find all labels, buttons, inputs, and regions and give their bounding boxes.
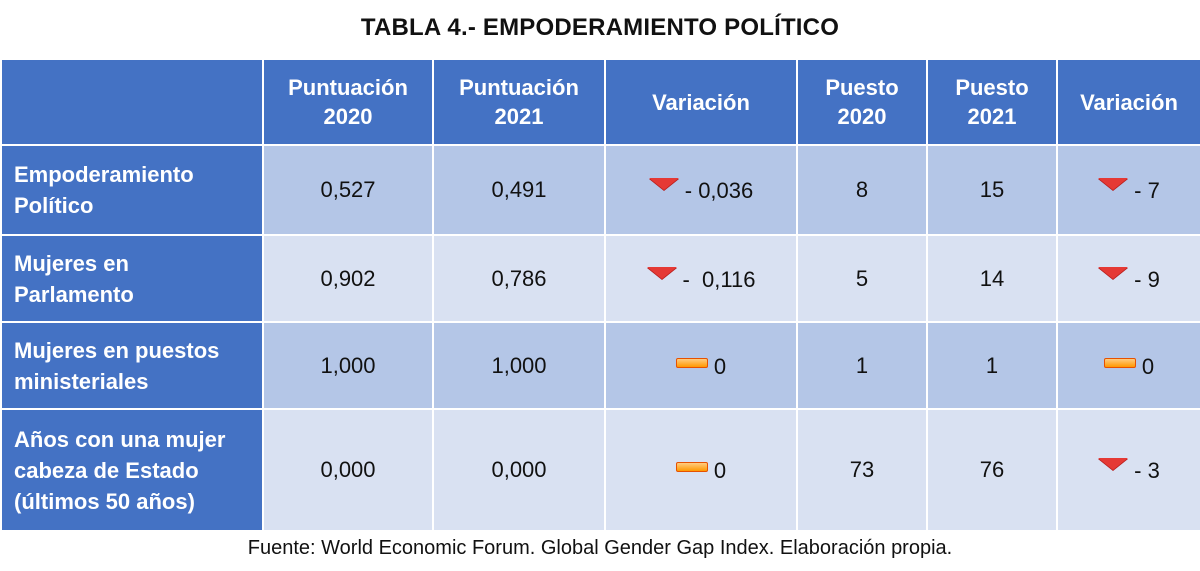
- down-triangle-icon: [1098, 458, 1129, 470]
- score-variation: - 0,116: [604, 234, 798, 323]
- header-puntuacion-2021: Puntuación 2021: [432, 58, 606, 146]
- score-2020: 1,000: [262, 321, 434, 410]
- score-variation: 0: [604, 321, 798, 410]
- header-puesto-2020: Puesto 2020: [796, 58, 928, 146]
- down-triangle-icon: [1098, 178, 1129, 190]
- table-row: Mujeres en Parlamento 0,902 0,786 - 0,116…: [0, 234, 1200, 323]
- rank-2021: 14: [926, 234, 1058, 323]
- score-variation: 0: [604, 408, 798, 532]
- down-triangle-icon: [1098, 266, 1129, 279]
- source-note: Fuente: World Economic Forum. Global Gen…: [247, 537, 953, 559]
- row-label: Años con una mujer cabeza de Estado (últim…: [0, 408, 264, 532]
- rank-variation: - 9: [1056, 234, 1200, 323]
- rank-2020: 73: [796, 408, 928, 532]
- rank-variation: - 3: [1056, 408, 1200, 532]
- row-label: Mujeres en Parlamento: [0, 234, 264, 323]
- header-empty: [0, 58, 264, 146]
- rank-variation: 0: [1056, 321, 1200, 410]
- header-puntuacion-2020: Puntuación 2020: [262, 58, 434, 146]
- dash-icon: [1103, 357, 1136, 368]
- table-row: Empoderamiento Político 0,527 0,491 - 0,0…: [0, 144, 1200, 236]
- table-row: Años con una mujer cabeza de Estado (últim…: [0, 408, 1200, 532]
- score-variation: - 0,036: [604, 144, 798, 236]
- score-2021: 0,786: [432, 234, 606, 323]
- rank-2020: 8: [796, 144, 928, 236]
- table-row: Mujeres en puestos ministeriales 1,000 1,…: [0, 321, 1200, 410]
- header-puesto-2021: Puesto 2021: [926, 58, 1058, 146]
- rank-2020: 5: [796, 234, 928, 323]
- rank-2021: 15: [926, 144, 1058, 236]
- score-2021: 0,491: [432, 144, 606, 236]
- dash-icon: [675, 462, 708, 472]
- row-label: Mujeres en puestos ministeriales: [0, 321, 264, 410]
- score-2020: 0,902: [262, 234, 434, 323]
- score-2021: 1,000: [432, 321, 606, 410]
- score-2020: 0,000: [262, 408, 434, 532]
- header-row: Puntuación 2020 Puntuación 2021 Variación …: [0, 58, 1200, 146]
- rank-2021: 76: [926, 408, 1058, 532]
- rank-2020: 1: [796, 321, 928, 410]
- dash-icon: [675, 357, 708, 368]
- rank-variation: - 7: [1056, 144, 1200, 236]
- score-2020: 0,527: [262, 144, 434, 236]
- header-variacion-score: Variación: [604, 58, 798, 146]
- rank-2021: 1: [926, 321, 1058, 410]
- data-table: Puntuación 2020 Puntuación 2021 Variación …: [0, 58, 1200, 532]
- score-2021: 0,000: [432, 408, 606, 532]
- header-variacion-rank: Variación: [1056, 58, 1200, 146]
- down-triangle-icon: [646, 266, 677, 279]
- row-label: Empoderamiento Político: [0, 144, 264, 236]
- table-title: TABLA 4.- EMPODERAMIENTO POLÍTICO: [360, 14, 840, 41]
- down-triangle-icon: [648, 178, 679, 190]
